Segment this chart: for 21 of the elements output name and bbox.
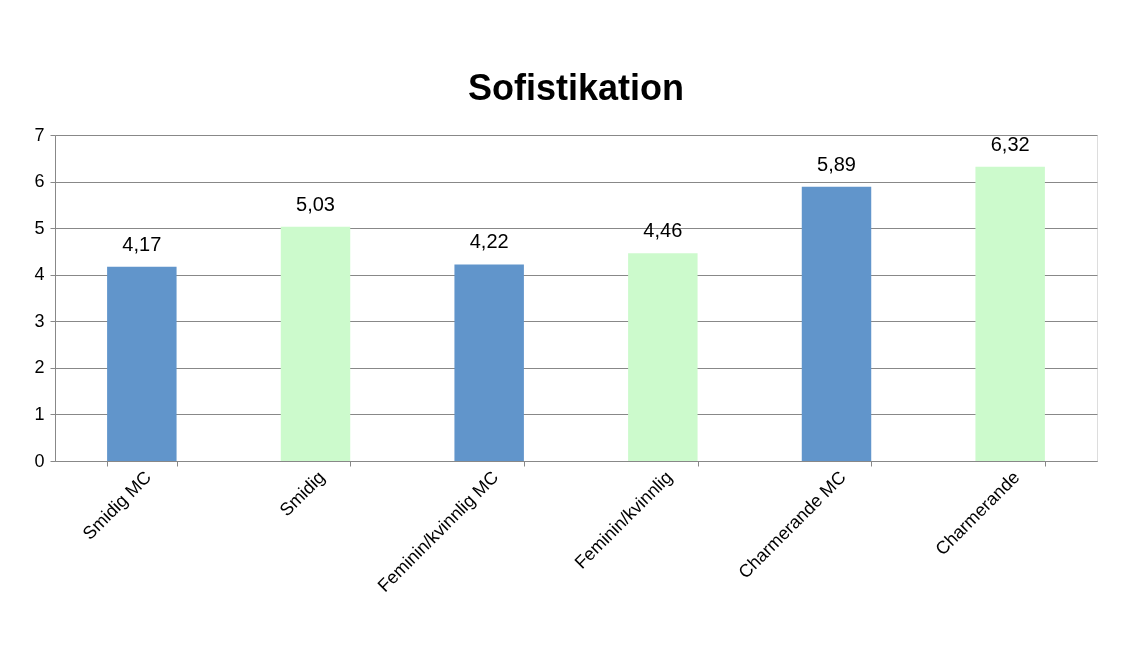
bar xyxy=(280,226,351,461)
data-label: 6,32 xyxy=(990,132,1030,155)
bar xyxy=(107,266,177,461)
chart-title: Sofistikation xyxy=(467,67,685,108)
bar xyxy=(975,166,1045,461)
y-tick-label: 5 xyxy=(34,217,45,238)
data-label: 5,03 xyxy=(296,192,335,215)
data-label: 5,89 xyxy=(817,152,856,175)
bar xyxy=(628,253,698,461)
data-label: 4,22 xyxy=(469,230,509,253)
bar xyxy=(454,264,524,461)
y-tick-label: 7 xyxy=(34,124,45,145)
y-tick-label: 0 xyxy=(34,450,45,471)
y-tick-label: 4 xyxy=(34,264,45,285)
y-tick-label: 1 xyxy=(34,403,45,424)
bar xyxy=(801,186,872,461)
y-tick-label: 2 xyxy=(34,357,45,378)
data-label: 4,46 xyxy=(643,219,683,242)
data-label: 4,17 xyxy=(122,232,162,255)
y-tick-label: 3 xyxy=(34,310,45,331)
y-tick-label: 6 xyxy=(34,171,45,192)
